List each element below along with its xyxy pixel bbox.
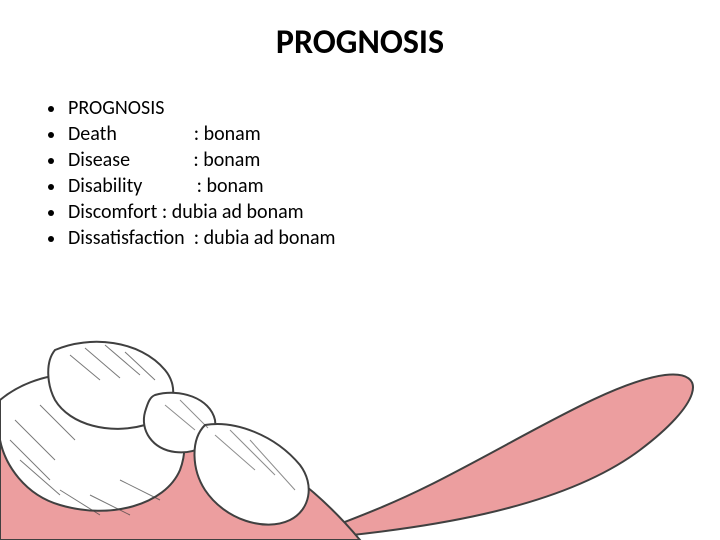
bullet-dot-icon — [48, 132, 54, 138]
bullet-dot-icon — [48, 106, 54, 112]
bullet-dot-icon — [48, 236, 54, 242]
bullet-text: PROGNOSIS — [68, 96, 164, 120]
list-item: Death : bonam — [48, 122, 336, 146]
list-item: PROGNOSIS — [48, 96, 336, 120]
bullet-dot-icon — [48, 210, 54, 216]
bullet-text: Disease : bonam — [68, 148, 260, 172]
list-item: Discomfort : dubia ad bonam — [48, 200, 336, 224]
foot-anatomy-illustration — [0, 280, 720, 540]
bullet-dot-icon — [48, 184, 54, 190]
list-item: Dissatisfaction : dubia ad bonam — [48, 226, 336, 250]
page-title: PROGNOSIS — [0, 22, 720, 63]
bullet-text: Dissatisfaction : dubia ad bonam — [68, 226, 336, 250]
bullet-dot-icon — [48, 158, 54, 164]
bullet-text: Death : bonam — [68, 122, 261, 146]
list-item: Disease : bonam — [48, 148, 336, 172]
bullet-list: PROGNOSIS Death : bonam Disease : bonam … — [48, 96, 336, 252]
list-item: Disability : bonam — [48, 174, 336, 198]
bullet-text: Disability : bonam — [68, 174, 264, 198]
bullet-text: Discomfort : dubia ad bonam — [68, 200, 304, 224]
